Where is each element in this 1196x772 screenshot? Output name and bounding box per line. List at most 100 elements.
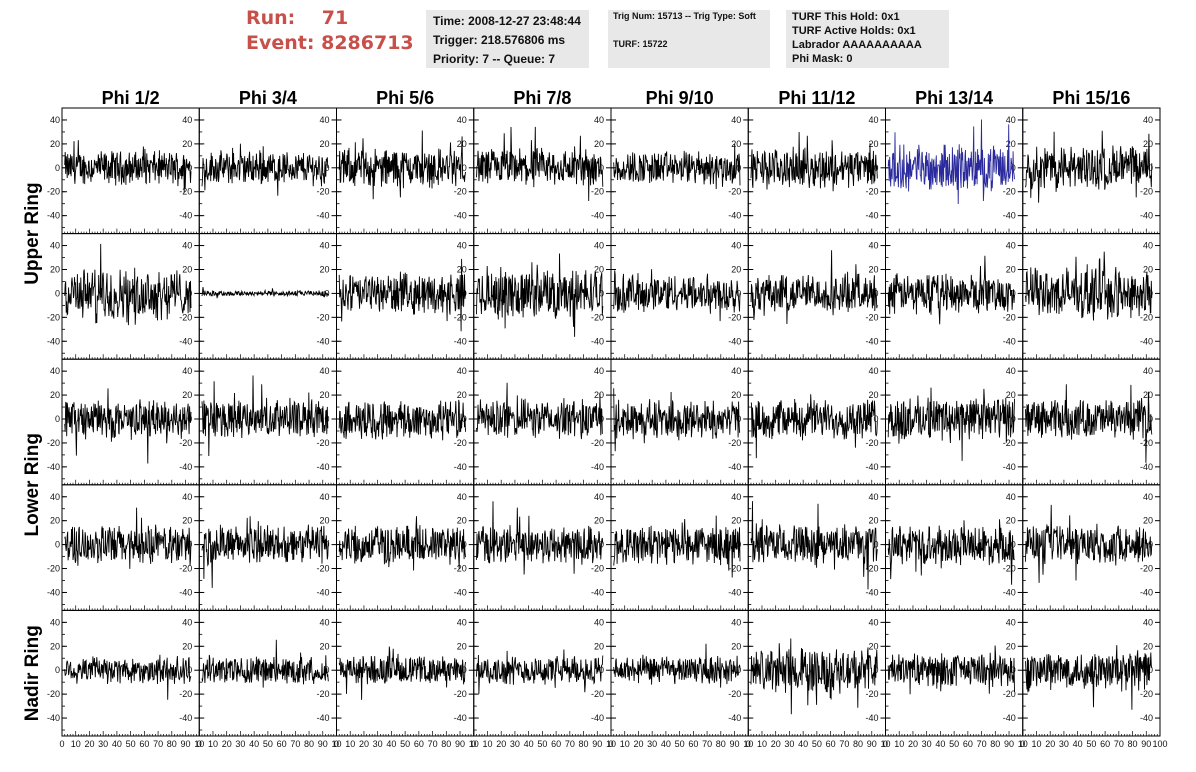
phi-mask-line: Phi Mask: 0 xyxy=(792,53,853,65)
y-tick-label: 20 xyxy=(731,516,741,526)
y-tick-label: 20 xyxy=(594,516,604,526)
y-tick-label: 20 xyxy=(457,641,467,651)
y-tick-label: 20 xyxy=(868,264,878,274)
x-tick-label: 20 xyxy=(908,739,918,749)
y-tick-label: -20 xyxy=(728,312,741,322)
x-tick-label: 70 xyxy=(977,739,987,749)
y-tick-label: 20 xyxy=(1143,139,1153,149)
event-label: Event: xyxy=(246,32,315,54)
x-tick-label: 40 xyxy=(935,739,945,749)
x-tick-label: 0 xyxy=(197,739,202,749)
x-tick-label: 10 xyxy=(1018,739,1028,749)
y-tick-label: 0 xyxy=(1011,540,1016,550)
y-tick-label: -40 xyxy=(1003,462,1016,472)
y-tick-label: -40 xyxy=(316,211,329,221)
y-tick-label: 40 xyxy=(731,366,741,376)
y-tick-label: 40 xyxy=(182,115,192,125)
y-tick-label: 20 xyxy=(457,390,467,400)
y-tick-label: 20 xyxy=(182,641,192,651)
y-tick-label: 40 xyxy=(319,366,329,376)
x-tick-label: 70 xyxy=(839,739,849,749)
y-tick-label: 20 xyxy=(594,641,604,651)
x-tick-label: 30 xyxy=(235,739,245,749)
y-tick-label: -40 xyxy=(316,336,329,346)
y-tick-label: -20 xyxy=(316,187,329,197)
y-tick-label: 40 xyxy=(1143,241,1153,251)
waveform-trace xyxy=(750,638,878,715)
column-title: Phi 11/12 xyxy=(778,88,855,108)
waveform-trace xyxy=(201,516,329,588)
x-tick-label: 20 xyxy=(222,739,232,749)
x-tick-label: 10 xyxy=(757,739,767,749)
y-tick-label: 40 xyxy=(50,492,60,502)
y-tick-label: 20 xyxy=(319,139,329,149)
y-tick-label: -40 xyxy=(179,336,192,346)
waveform-trace xyxy=(1025,384,1153,463)
y-tick-label: -40 xyxy=(1140,211,1153,221)
x-tick-label: 40 xyxy=(524,739,534,749)
y-tick-label: 40 xyxy=(1006,492,1016,502)
y-tick-label: 0 xyxy=(462,665,467,675)
y-tick-label: 0 xyxy=(1011,665,1016,675)
x-tick-label: 40 xyxy=(798,739,808,749)
turf-line: TURF: 15722 xyxy=(613,39,668,49)
y-tick-label: -20 xyxy=(728,438,741,448)
y-tick-label: 40 xyxy=(457,492,467,502)
y-tick-label: 40 xyxy=(50,115,60,125)
x-tick-label: 70 xyxy=(428,739,438,749)
y-tick-label: -40 xyxy=(865,713,878,723)
y-tick-label: -40 xyxy=(865,336,878,346)
y-tick-label: 20 xyxy=(50,390,60,400)
x-tick-label: 0 xyxy=(1020,739,1025,749)
y-tick-label: -20 xyxy=(316,689,329,699)
y-tick-label: -20 xyxy=(591,187,604,197)
y-tick-label: 40 xyxy=(594,366,604,376)
y-tick-label: 40 xyxy=(50,366,60,376)
x-tick-label: 50 xyxy=(812,739,822,749)
x-tick-label: 60 xyxy=(826,739,836,749)
x-tick-label: 20 xyxy=(84,739,94,749)
trig-num-line: Trig Num: 15713 -- Trig Type: Soft xyxy=(613,11,756,21)
column-title: Phi 7/8 xyxy=(513,88,571,108)
x-tick-label: 10 xyxy=(620,739,630,749)
x-tick-label: 90 xyxy=(181,739,191,749)
y-tick-label: 40 xyxy=(868,617,878,627)
y-tick-label: -40 xyxy=(47,336,60,346)
y-tick-label: -40 xyxy=(1003,713,1016,723)
x-tick-label: 50 xyxy=(1086,739,1096,749)
x-tick-label: 10 xyxy=(482,739,492,749)
y-tick-label: 0 xyxy=(1148,665,1153,675)
trigger-line: Trigger: 218.576806 ms xyxy=(433,33,566,47)
x-tick-label: 10 xyxy=(208,739,218,749)
y-tick-label: -40 xyxy=(1140,587,1153,597)
x-tick-label: 30 xyxy=(510,739,520,749)
y-tick-label: 20 xyxy=(1143,264,1153,274)
y-tick-label: 40 xyxy=(1143,617,1153,627)
waveform-trace xyxy=(476,126,604,202)
x-tick-label: 80 xyxy=(990,739,1000,749)
x-tick-label: 60 xyxy=(277,739,287,749)
y-tick-label: -40 xyxy=(454,336,467,346)
y-tick-label: -40 xyxy=(1140,336,1153,346)
y-tick-label: 0 xyxy=(1148,163,1153,173)
x-tick-label: 90 xyxy=(455,739,465,749)
x-tick-label: 90 xyxy=(592,739,602,749)
x-tick-label: 70 xyxy=(290,739,300,749)
y-tick-label: 20 xyxy=(594,139,604,149)
x-tick-label: 40 xyxy=(661,739,671,749)
y-tick-label: -20 xyxy=(179,438,192,448)
y-tick-label: 40 xyxy=(731,115,741,125)
waveform-trace xyxy=(64,654,192,700)
y-tick-label: -40 xyxy=(865,587,878,597)
waveform-trace xyxy=(64,388,192,464)
x-tick-label: 30 xyxy=(373,739,383,749)
y-tick-label: 40 xyxy=(457,617,467,627)
y-tick-label: 40 xyxy=(868,241,878,251)
y-tick-label: 20 xyxy=(182,390,192,400)
y-tick-label: -40 xyxy=(591,462,604,472)
waveform-trace xyxy=(476,501,604,575)
waveform-trace xyxy=(338,399,466,441)
y-tick-label: 40 xyxy=(731,241,741,251)
column-title: Phi 15/16 xyxy=(1052,88,1130,108)
y-tick-label: -40 xyxy=(591,211,604,221)
